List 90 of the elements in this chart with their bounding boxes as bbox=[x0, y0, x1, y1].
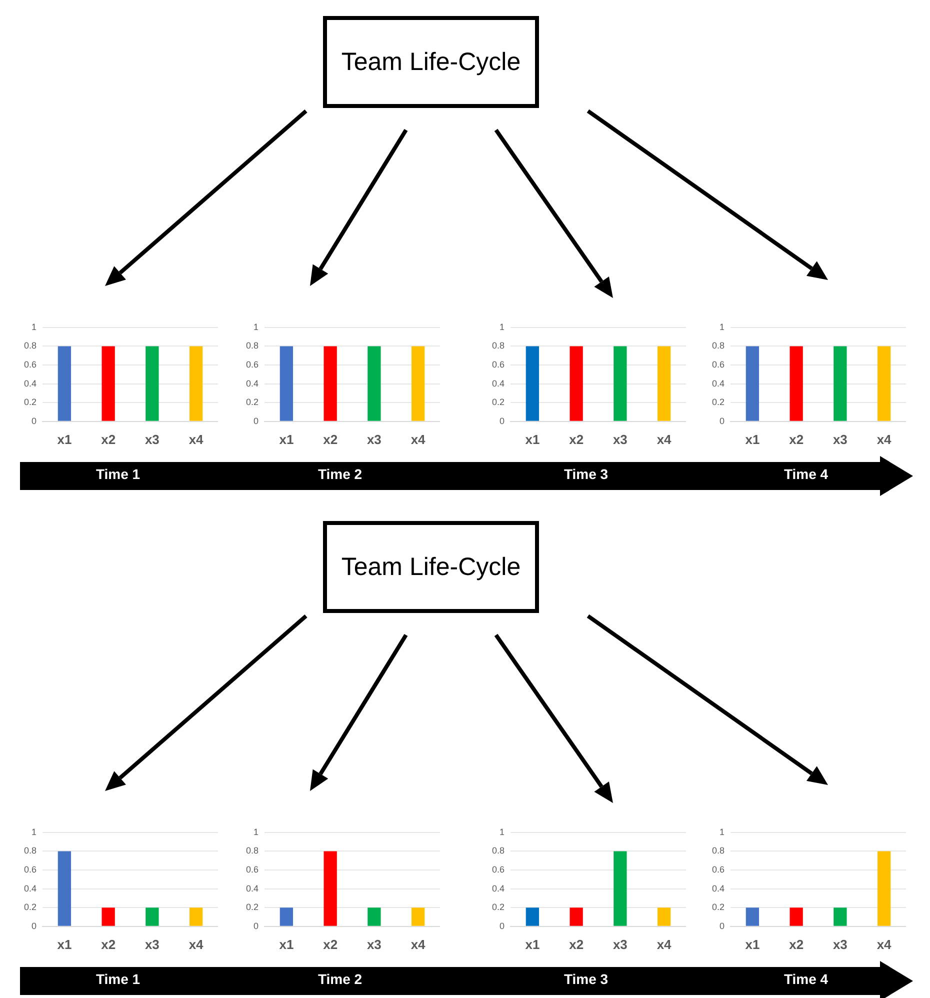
x-tick-label: x3 bbox=[612, 936, 628, 952]
y-tick-label: 0.8 bbox=[712, 846, 725, 856]
x-tick-label: x1 bbox=[57, 936, 72, 952]
y-tick-label: 0.6 bbox=[492, 359, 505, 370]
y-tick-label: 0.6 bbox=[712, 359, 725, 370]
x-tick-label: x1 bbox=[279, 936, 294, 952]
x-tick-label: x4 bbox=[876, 936, 892, 952]
y-tick-label: 0.8 bbox=[24, 846, 37, 856]
x-tick-label: x2 bbox=[789, 936, 804, 952]
x-tick-label: x1 bbox=[745, 936, 760, 952]
y-tick-label: 0.8 bbox=[246, 846, 259, 856]
x-tick-label: x1 bbox=[745, 432, 760, 447]
y-tick-label: 0.6 bbox=[712, 864, 725, 874]
y-tick-label: 0.4 bbox=[24, 883, 37, 894]
y-tick-label: 0 bbox=[31, 416, 37, 426]
y-tick-label: 1 bbox=[31, 322, 37, 332]
y-tick-label: 0.8 bbox=[492, 846, 505, 856]
x-tick-label: x3 bbox=[366, 432, 382, 447]
x-tick-label: x2 bbox=[789, 432, 804, 447]
y-tick-label: 0.6 bbox=[24, 864, 37, 874]
x-tick-label: x2 bbox=[569, 936, 584, 952]
y-tick-label: 0.4 bbox=[492, 883, 505, 894]
y-tick-label: 1 bbox=[31, 826, 37, 837]
y-tick-label: 0.2 bbox=[24, 902, 37, 912]
y-tick-label: 1 bbox=[253, 826, 259, 837]
y-tick-label: 0.2 bbox=[246, 902, 259, 912]
y-tick-label: 0 bbox=[253, 920, 259, 931]
y-tick-label: 0.2 bbox=[712, 902, 725, 912]
y-tick-label: 0 bbox=[719, 920, 725, 931]
x-tick-label: x2 bbox=[569, 432, 584, 447]
y-tick-label: 0.6 bbox=[246, 359, 259, 370]
y-tick-label: 0.4 bbox=[24, 378, 37, 388]
x-tick-label: x1 bbox=[525, 432, 540, 447]
y-tick-label: 0.4 bbox=[246, 378, 259, 388]
x-tick-label: x3 bbox=[612, 432, 628, 447]
x-tick-label: x1 bbox=[525, 936, 540, 952]
x-tick-label: x4 bbox=[656, 432, 672, 447]
x-tick-label: x3 bbox=[144, 432, 160, 447]
x-axis-title: Time 1 bbox=[94, 466, 142, 482]
y-tick-label: 0.2 bbox=[712, 397, 725, 408]
y-tick-label: 0.4 bbox=[492, 378, 505, 388]
y-tick-label: 0.6 bbox=[492, 864, 505, 874]
y-tick-label: 0 bbox=[499, 416, 505, 426]
y-tick-label: 0 bbox=[253, 416, 259, 426]
y-tick-label: 0.2 bbox=[246, 397, 259, 408]
y-tick-label: 0 bbox=[499, 920, 505, 931]
y-tick-label: 0 bbox=[719, 416, 725, 426]
y-tick-label: 0.8 bbox=[24, 340, 37, 351]
x-tick-label: x1 bbox=[57, 432, 72, 447]
x-tick-label: x4 bbox=[656, 936, 672, 952]
x-tick-label: x4 bbox=[188, 936, 204, 952]
y-tick-label: 0.2 bbox=[492, 902, 505, 912]
y-tick-label: 1 bbox=[253, 322, 259, 332]
x-tick-label: x4 bbox=[410, 936, 426, 952]
x-tick-label: x4 bbox=[410, 432, 426, 447]
text: Team Life-Cycle bbox=[341, 48, 521, 76]
y-tick-label: 1 bbox=[719, 826, 725, 837]
y-tick-label: 0.2 bbox=[492, 397, 505, 408]
x-tick-label: x4 bbox=[188, 432, 204, 447]
x-axis-title: Time 3 bbox=[562, 466, 610, 482]
x-tick-label: x2 bbox=[101, 936, 116, 952]
x-tick-label: x3 bbox=[366, 936, 382, 952]
y-tick-label: 0.8 bbox=[712, 340, 725, 351]
y-tick-label: 0.4 bbox=[712, 378, 725, 388]
x-tick-label: x2 bbox=[323, 432, 338, 447]
y-tick-label: 0 bbox=[31, 920, 37, 931]
x-tick-label: x3 bbox=[832, 936, 848, 952]
y-tick-label: 0.6 bbox=[24, 359, 37, 370]
x-tick-label: x3 bbox=[144, 936, 160, 952]
x-tick-label: x4 bbox=[876, 432, 892, 447]
y-tick-label: 0.6 bbox=[246, 864, 259, 874]
x-axis-title: Time 4 bbox=[782, 971, 830, 987]
y-tick-label: 0.8 bbox=[492, 340, 505, 351]
y-tick-label: 0.4 bbox=[246, 883, 259, 894]
y-tick-label: 1 bbox=[499, 322, 505, 332]
x-tick-label: x2 bbox=[323, 936, 338, 952]
y-tick-label: 0.4 bbox=[712, 883, 725, 894]
x-tick-label: x1 bbox=[279, 432, 294, 447]
x-axis-title: Time 2 bbox=[316, 466, 364, 482]
text: Team Life-Cycle bbox=[341, 552, 521, 582]
y-tick-label: 0.2 bbox=[24, 397, 37, 408]
x-axis-title: Time 2 bbox=[316, 971, 364, 987]
x-tick-label: x3 bbox=[832, 432, 848, 447]
y-tick-label: 1 bbox=[719, 322, 725, 332]
y-tick-label: 0.8 bbox=[246, 340, 259, 351]
x-axis-title: Time 4 bbox=[782, 466, 830, 482]
x-axis-title: Time 1 bbox=[94, 971, 142, 987]
y-tick-label: 1 bbox=[499, 826, 505, 837]
x-tick-label: x2 bbox=[101, 432, 116, 447]
x-axis-title: Time 3 bbox=[562, 971, 610, 987]
